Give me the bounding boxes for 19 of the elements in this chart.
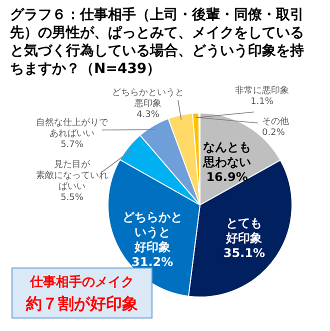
chart-title: グラフ６：仕事相手（上司・後輩・同僚・取引先）の男性が、ぱっとみて、メイクをしていると気づく行為している場合、どういう印象を持ちますか？（N=439） [9,6,304,77]
slice-label: どちらかというと悪印象 [112,88,184,109]
text: 仕事相手のメイク [29,274,134,290]
data-label: 4.3% [136,110,160,120]
data-label: 5.7% [60,140,84,150]
data-label: 16.9% [206,170,248,184]
slice-label: とても好印象 [225,216,262,245]
data-label: 0.2% [262,128,286,138]
slice-label: その他 [262,116,289,127]
data-label: 5.5% [60,193,84,203]
slice-label: どちらかというと好印象 [122,210,182,254]
slice-label: 見た目が素敵になっていればいい [36,159,108,192]
slice-label: 非常に悪印象 [235,85,289,96]
slice-label: なんとも思わない [202,140,252,169]
data-label: 35.1% [223,246,266,260]
text: 約７割が好印象 [25,294,138,313]
data-label: 1.1% [250,97,274,107]
slice-label: 自然な仕上がりであればいい [36,117,109,139]
data-label: 31.2% [131,254,174,269]
